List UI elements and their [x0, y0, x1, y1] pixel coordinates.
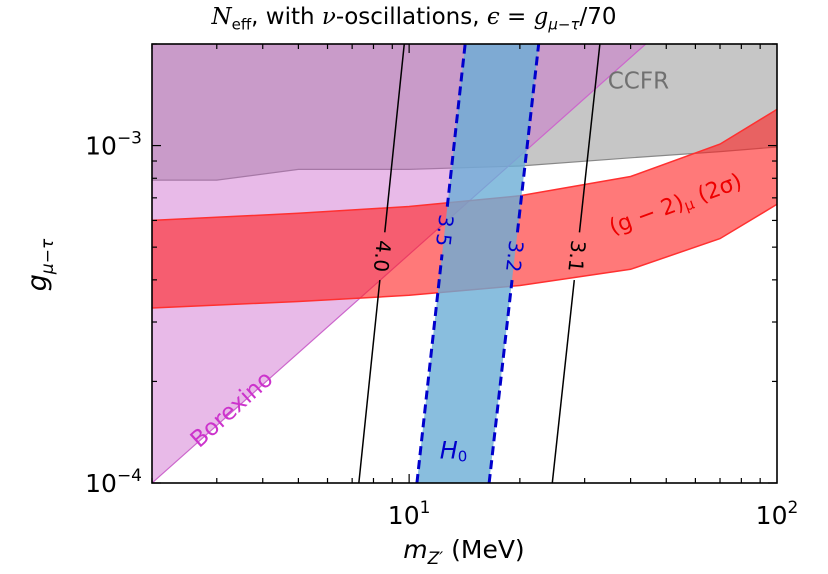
- contour-4-0-line-b: [384, 44, 406, 233]
- contour-3-2-line-a: [487, 279, 514, 483]
- title-eq: =: [499, 4, 534, 30]
- title-nu: ν: [321, 4, 336, 30]
- ylabel-g: g: [22, 274, 53, 291]
- y-axis-label: gμ−τ: [22, 238, 58, 291]
- title-g-sub: μ−τ: [548, 15, 580, 34]
- contours-layer: [358, 44, 601, 483]
- x-tick-base: 10: [756, 501, 788, 530]
- y-tick-label: 10−4: [85, 466, 142, 498]
- contour-3-1-line-a: [551, 279, 576, 483]
- x-tick-label: 101: [388, 498, 431, 530]
- regions-layer: [152, 44, 777, 483]
- h0-label-h: H: [440, 436, 458, 464]
- title-n-sub: eff: [231, 15, 252, 34]
- x-tick-exp: 2: [787, 498, 798, 518]
- h0-label: H0: [440, 436, 468, 465]
- ylabel-sub: μ−τ: [38, 238, 58, 275]
- xlabel-m: m: [403, 535, 427, 564]
- title-n: N: [211, 4, 232, 30]
- y-tick-base: 10: [85, 469, 117, 498]
- contour-label-4-0: 4.0: [369, 239, 396, 273]
- contour-3-1-line-b: [578, 44, 601, 233]
- y-tick-base: 10: [85, 132, 117, 161]
- contour-label-3-2: 3.2: [501, 239, 528, 273]
- x-tick-exp: 1: [420, 498, 431, 518]
- ccfr-label: CCFR: [608, 68, 669, 94]
- contour-3-5-line-a: [415, 254, 444, 483]
- x-tick-label: 102: [756, 498, 799, 530]
- title-middle: , with: [251, 4, 322, 30]
- contour-4-0-line-a: [358, 280, 381, 483]
- title-eps: ϵ: [486, 4, 500, 30]
- contour-label-3-5: 3.5: [431, 213, 458, 247]
- title-g: g: [533, 4, 549, 30]
- x-axis-label: mZ′ (MeV): [403, 535, 524, 569]
- g2-lower-edge: [152, 203, 777, 309]
- h0-label-sub: 0: [458, 447, 468, 465]
- h0-band: [416, 44, 539, 483]
- y-tick-label: 10−3: [85, 129, 142, 161]
- y-tick-exp: −3: [117, 129, 142, 149]
- xlabel-unit: (MeV): [443, 535, 525, 564]
- title-tail: /70: [579, 4, 617, 30]
- contour-label-3-1: 3.1: [563, 239, 590, 273]
- title-after-nu: -oscillations,: [335, 4, 487, 30]
- x-tick-base: 10: [388, 501, 420, 530]
- plot-frame: [151, 43, 778, 484]
- contour-3-2-line-b: [515, 44, 541, 233]
- xlabel-sub: Z′: [427, 549, 444, 569]
- chart-title: Neff, with ν-oscillations, ϵ = gμ−τ/70: [0, 4, 828, 34]
- y-tick-exp: −4: [117, 466, 142, 486]
